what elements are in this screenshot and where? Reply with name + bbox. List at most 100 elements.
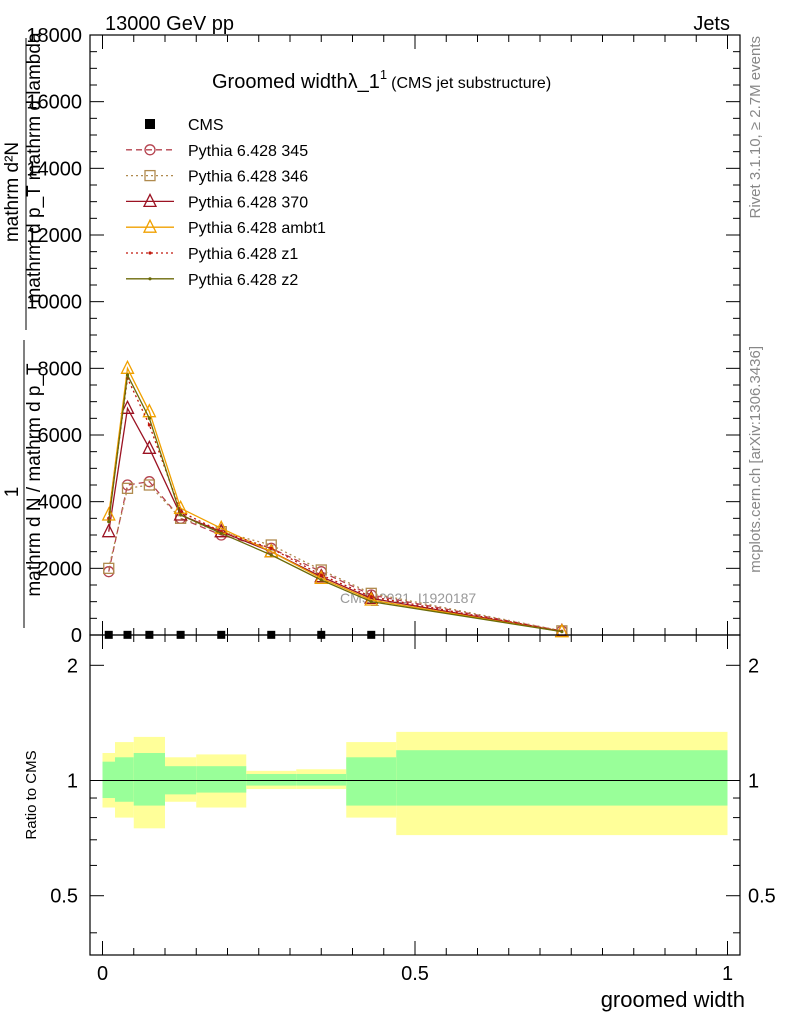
ratio-y-tick-label-right: 1 <box>748 771 759 793</box>
series-point-2 <box>121 482 134 494</box>
series-point-3 <box>120 399 135 414</box>
ratio-y-tick-label: 2 <box>67 655 78 677</box>
series-layer <box>101 359 569 638</box>
main-y-tick-label: 16000 <box>26 92 82 114</box>
legend-label: Pythia 6.428 ambt1 <box>188 220 326 237</box>
series-line-6 <box>108 372 562 633</box>
ratio-y-label: Ratio to CMS <box>23 750 40 839</box>
ratio-y-axis: 0.5 0.5 1 1 2 2 <box>50 655 776 934</box>
ratio-x-tick-label: 0.5 <box>401 963 429 985</box>
rivet-version-label: Rivet 3.1.10, ≥ 2.7M events <box>747 36 764 219</box>
main-ylabel-line-3: 1 <box>2 487 23 498</box>
legend-marker <box>144 144 156 156</box>
series-point-6 <box>147 416 151 420</box>
legend-label: Pythia 6.428 346 <box>188 169 308 186</box>
ratio-stat-band <box>115 757 134 802</box>
legend-label: CMS <box>188 117 224 134</box>
ratio-stat-band <box>246 773 297 786</box>
main-y-tick-label: 2000 <box>38 558 83 580</box>
legend-marker <box>142 218 158 233</box>
main-y-tick-label: 4000 <box>38 492 83 514</box>
header-energy-label: 13000 GeV pp <box>105 13 234 35</box>
series-point-6 <box>219 531 223 535</box>
mcplots-label: mcplots.cern.ch [arXiv:1306.3436] <box>747 346 764 573</box>
series-point-3 <box>214 523 229 538</box>
series-point-6 <box>125 373 130 377</box>
ratio-uncertainty-bands <box>102 731 728 836</box>
legend: CMS Pythia 6.428 345 Pythia 6.428 346 Pythi… <box>126 117 326 289</box>
ratio-panel: 0.5 0.51 12 2 0 0.5 1 Ratio to CMS groomed wi… <box>23 634 776 1012</box>
ratio-x-tick-label: 1 <box>722 963 733 985</box>
series-point-6 <box>319 578 323 582</box>
main-ylabel-line-2: mathrm d p_T mathrm d lambda <box>24 32 45 303</box>
main-ylabel-line-1: mathrm d²N <box>2 142 23 242</box>
series-point-4 <box>142 403 157 418</box>
ratio-stat-band <box>396 750 728 806</box>
series-point-6 <box>107 520 111 524</box>
series-point-2 <box>143 479 156 491</box>
series-point-3 <box>314 568 329 583</box>
legend-label: Pythia 6.428 z1 <box>188 246 298 263</box>
main-y-tick-label: 0 <box>71 625 82 647</box>
main-y-tick-label: 12000 <box>26 225 82 247</box>
ratio-stat-band <box>133 753 165 806</box>
main-y-tick-label: 10000 <box>26 292 82 314</box>
ratio-stat-band <box>346 757 397 806</box>
series-point-2 <box>103 562 115 574</box>
plot-title-superscript: 1 <box>380 67 387 82</box>
header-process-label: Jets <box>693 13 730 35</box>
series-point-6 <box>179 513 183 517</box>
ratio-y-tick-label: 0.5 <box>50 886 78 908</box>
x-axis-label: groomed width <box>601 987 745 1012</box>
series-point-5 <box>269 546 273 550</box>
series-point-3 <box>173 506 188 521</box>
main-x-ticks <box>102 35 728 635</box>
series-line-1 <box>108 480 562 632</box>
ratio-x-axis: 0 0.5 1 <box>97 635 733 985</box>
series-point-4 <box>364 591 379 606</box>
legend-entry: Pythia 6.428 370 <box>126 192 308 211</box>
legend-marker-cms <box>145 119 155 129</box>
main-panel: 0 2000 4000 6000 8000 10000 12000 14000 16000 180… <box>26 25 741 647</box>
main-y-tick-label: 8000 <box>38 358 83 380</box>
ratio-stat-band <box>102 761 115 799</box>
series-point-6 <box>269 553 273 557</box>
series-line-4 <box>108 366 562 633</box>
legend-label: Pythia 6.428 370 <box>188 194 308 211</box>
legend-label: Pythia 6.428 345 <box>188 143 308 160</box>
series-point-6 <box>369 600 373 604</box>
series-point-4 <box>314 569 329 584</box>
main-y-label: mathrm d²N mathrm d p_T mathrm d lambda … <box>2 32 45 628</box>
main-y-tick-label: 6000 <box>38 425 83 447</box>
main-y-tick-label: 14000 <box>26 158 82 180</box>
plot-title-lambda: λ_1 <box>348 71 380 93</box>
legend-entry: Pythia 6.428 z2 <box>126 272 298 289</box>
legend-entry: Pythia 6.428 345 <box>126 143 308 160</box>
series-point-2 <box>265 539 277 551</box>
series-point-6 <box>560 630 564 634</box>
legend-label: Pythia 6.428 z2 <box>188 272 298 289</box>
main-y-tick-label: 18000 <box>26 25 82 47</box>
plot-title: Groomed widthλ_11 (CMS jet substructure) <box>212 67 551 93</box>
legend-marker <box>144 169 156 182</box>
legend-marker <box>148 251 152 255</box>
legend-marker <box>142 192 158 208</box>
series-point-5 <box>319 573 323 577</box>
series-point-5 <box>147 423 151 427</box>
plot-title-subtitle: (CMS jet substructure) <box>391 75 551 92</box>
series-point-4 <box>120 359 135 374</box>
legend-entry: Pythia 6.428 z1 <box>126 246 298 263</box>
main-y-axis: 0 2000 4000 6000 8000 10000 12000 14000 16000 180… <box>26 25 740 647</box>
legend-entry: Pythia 6.428 346 <box>126 169 308 186</box>
ratio-y-tick-label: 1 <box>67 771 78 793</box>
ratio-stat-band <box>196 766 247 793</box>
plot-title-main: Groomed width <box>212 71 348 93</box>
main-ylabel-line-4: mathrm d N / mathrm d p_T <box>24 363 45 597</box>
legend-entry: Pythia 6.428 ambt1 <box>126 218 326 237</box>
ratio-x-tick-label: 0 <box>97 963 108 985</box>
legend-entry: CMS <box>145 117 224 134</box>
series-point-3 <box>142 439 157 454</box>
series-point-3 <box>364 589 379 604</box>
legend-marker <box>148 277 152 281</box>
